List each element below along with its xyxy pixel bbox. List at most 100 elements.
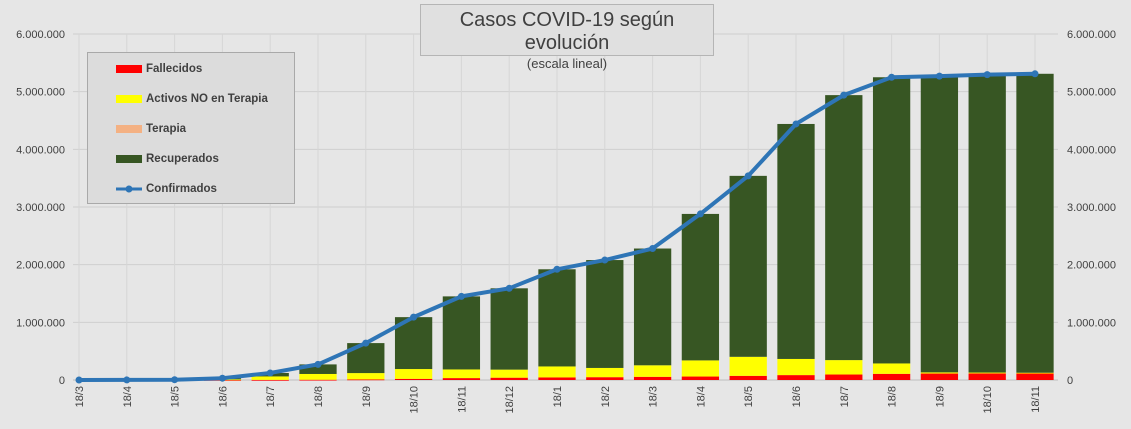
x-tick-label: 18/8 [887, 386, 899, 407]
bar-activos-no-en-terapia [299, 373, 337, 380]
bar-fallecidos [394, 378, 433, 380]
y-tick-label-right: 2.000.000 [1067, 260, 1116, 272]
bar-activos-no-en-terapia [538, 366, 576, 378]
x-tick-label: 18/11 [1030, 386, 1042, 413]
y-tick-label-right: 1.000.000 [1067, 317, 1116, 329]
bar-recuperados [633, 248, 672, 366]
bar-fallecidos [872, 373, 911, 380]
y-axis-right: 0 1.000.000 2.000.000 3.000.000 4.000.000 5.0… [1067, 29, 1116, 387]
y-tick-label-left: 3.000.000 [16, 202, 65, 214]
point-confirmados [75, 376, 83, 384]
legend-swatch-confirmados [116, 185, 142, 193]
y-tick-label-right: 3.000.000 [1067, 202, 1116, 214]
x-tick-label: 18/5 [170, 386, 182, 407]
point-confirmados [218, 374, 226, 382]
bar-recuperados [920, 76, 959, 373]
bar-fallecidos [681, 376, 720, 380]
y-tick-label-left: 4.000.000 [16, 144, 65, 156]
bar-activos-no-en-terapia [442, 369, 481, 379]
bar-activos-no-en-terapia [968, 372, 1006, 374]
x-tick-label: 18/6 [217, 386, 229, 407]
point-confirmados [505, 284, 513, 292]
y-tick-label-left: 1.000.000 [16, 317, 65, 329]
point-confirmados [410, 313, 418, 321]
point-confirmados [457, 292, 465, 300]
point-confirmados [1031, 70, 1039, 78]
x-tick-label: 18/8 [313, 386, 325, 407]
bar-activos-no-en-terapia [777, 358, 815, 376]
bar-activos-no-en-terapia [825, 360, 863, 375]
bar-recuperados [872, 77, 911, 364]
bars [108, 73, 1054, 381]
point-confirmados [649, 245, 657, 253]
x-tick-label: 18/10 [982, 386, 994, 414]
x-tick-label: 18/11 [456, 386, 468, 413]
x-tick-label: 18/12 [504, 386, 516, 414]
x-tick-label: 18/4 [695, 386, 707, 407]
legend-label-fallecidos: Fallecidos [146, 63, 203, 75]
confirmed-line-layer [75, 70, 1039, 384]
bar-recuperados [1016, 73, 1054, 373]
x-tick-label: 18/4 [122, 386, 134, 407]
point-confirmados [792, 120, 800, 128]
legend-swatch-terapia [116, 125, 142, 133]
bar-fallecidos [347, 379, 385, 381]
bar-fallecidos [633, 376, 672, 380]
bar-recuperados [825, 95, 863, 361]
point-confirmados [983, 71, 991, 79]
bar-fallecidos [968, 373, 1006, 380]
bar-recuperados [442, 296, 481, 370]
chart-title: Casos COVID-19 según evolución [459, 9, 675, 54]
bar-fallecidos [777, 375, 815, 380]
x-tick-label: 18/7 [839, 386, 851, 407]
bar-fallecidos [299, 379, 337, 381]
point-confirmados [601, 256, 609, 264]
point-confirmados [840, 91, 848, 99]
legend-label-activos: Activos NO en Terapia [146, 93, 268, 105]
bar-fallecidos [490, 377, 528, 380]
bar-activos-no-en-terapia [586, 367, 624, 378]
bar-activos-no-en-terapia [729, 356, 767, 376]
bar-recuperados [968, 74, 1006, 373]
x-tick-label: 18/3 [648, 386, 660, 407]
bar-recuperados [777, 123, 815, 359]
y-tick-label-left: 2.000.000 [16, 260, 65, 272]
bar-activos-no-en-terapia [347, 373, 385, 380]
x-tick-label: 18/6 [791, 386, 803, 407]
point-confirmados [888, 73, 896, 81]
bar-activos-no-en-terapia [681, 360, 720, 377]
bar-activos-no-en-terapia [920, 372, 959, 374]
bar-activos-no-en-terapia [1016, 372, 1054, 374]
bar-fallecidos [920, 373, 959, 380]
bar-activos-no-en-terapia [490, 369, 528, 378]
legend-label-confirmados: Confirmados [146, 183, 217, 195]
bar-activos-no-en-terapia [633, 365, 672, 377]
bar-recuperados [490, 288, 528, 370]
bar-fallecidos [442, 378, 481, 380]
bar-recuperados [586, 260, 624, 368]
bar-fallecidos [729, 375, 767, 380]
point-confirmados [362, 339, 370, 347]
point-confirmados [314, 360, 322, 368]
legend-swatch-fallecidos [116, 65, 142, 73]
x-tick-label: 18/2 [600, 386, 612, 407]
x-axis: 18/3 18/4 18/5 18/6 18/7 18/8 18/9 18/10 18/11 18… [74, 386, 1042, 414]
x-tick-label: 18/9 [934, 386, 946, 407]
y-axis-left: 0 1.000.000 2.000.000 3.000.000 4.000.000 5.0… [16, 29, 65, 387]
x-tick-label: 18/1 [552, 386, 564, 407]
chart-title-box: Casos COVID-19 según evolución (escala l… [420, 4, 714, 71]
point-confirmados [935, 72, 943, 80]
y-tick-label-right: 5.000.000 [1067, 87, 1116, 99]
point-confirmados [744, 172, 752, 180]
x-tick-label: 18/7 [265, 386, 277, 407]
point-confirmados [123, 376, 131, 384]
legend-swatch-activos [116, 95, 142, 103]
legend: Fallecidos Activos NO en Terapia Terapia… [87, 52, 295, 204]
bar-fallecidos [1016, 373, 1054, 380]
legend-label-recuperados: Recuperados [146, 153, 219, 165]
y-tick-label-left: 5.000.000 [16, 87, 65, 99]
point-confirmados [171, 376, 179, 384]
legend-swatch-recuperados [116, 155, 142, 163]
x-tick-label: 18/3 [74, 386, 86, 407]
